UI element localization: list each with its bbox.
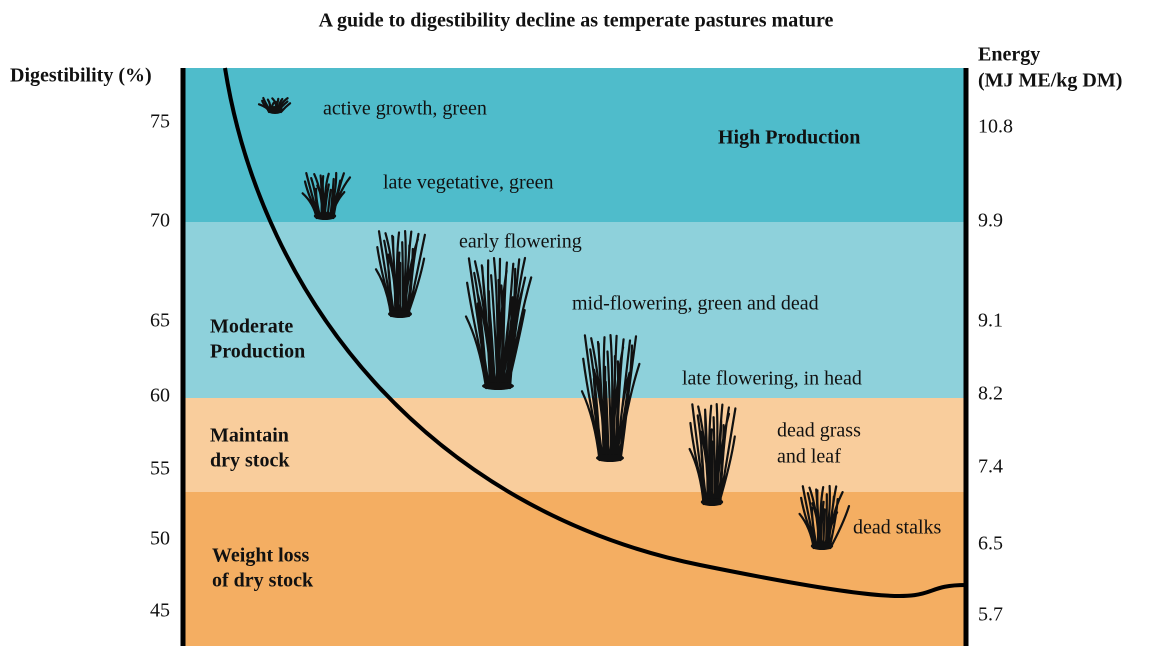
- stage-label: active growth, green: [323, 98, 487, 120]
- left-tick-label: 55: [150, 458, 170, 480]
- right-tick-label: 7.4: [978, 456, 1003, 478]
- right-axis-label: (MJ ME/kg DM): [978, 70, 1122, 92]
- grass-base: [700, 498, 724, 506]
- stage-label: late flowering, in head: [682, 368, 862, 390]
- left-tick-label: 45: [150, 600, 170, 622]
- zone-label: High Production: [718, 127, 860, 149]
- zone-label: Maintain: [210, 425, 289, 447]
- stage-label: dead grass: [777, 420, 861, 442]
- stage-label: early flowering: [459, 231, 582, 253]
- right-tick-label: 6.5: [978, 533, 1003, 555]
- zone-moderate: [183, 222, 966, 398]
- stage-label: late vegetative, green: [383, 172, 553, 194]
- stage-label: mid-flowering, green and dead: [572, 293, 819, 315]
- stage-label: and leaf: [777, 446, 841, 468]
- grass-base: [810, 542, 834, 550]
- zone-label: dry stock: [210, 450, 290, 472]
- zone-label: Production: [210, 341, 305, 363]
- left-tick-label: 50: [150, 528, 170, 550]
- right-tick-label: 9.9: [978, 210, 1003, 232]
- grass-icons: [257, 96, 851, 550]
- grass-tuft: [580, 334, 641, 462]
- grass-tuft: [374, 230, 426, 318]
- zone-label: Moderate: [210, 316, 293, 338]
- grass-tuft: [464, 256, 533, 390]
- grass-base: [267, 106, 283, 114]
- left-tick-label: 75: [150, 111, 170, 133]
- right-tick-label: 5.7: [978, 604, 1003, 626]
- left-axis-label: Digestibility (%): [10, 65, 152, 87]
- left-tick-label: 65: [150, 310, 170, 332]
- left-tick-label: 70: [150, 210, 170, 232]
- left-tick-label: 60: [150, 385, 170, 407]
- zone-label: Weight loss: [212, 545, 309, 567]
- grass-tuft: [798, 484, 851, 550]
- stage-label: dead stalks: [853, 517, 942, 539]
- zone-maintain: [183, 398, 966, 492]
- grass-base: [596, 454, 624, 462]
- labels: 75 70 65 60 55 50 45 10.8 9.9 9.1 8.2 7.4 6.5 5.7 High…: [150, 98, 1013, 626]
- grass-base: [388, 310, 412, 318]
- right-tick-label: 10.8: [978, 116, 1013, 138]
- grass-tuft: [688, 403, 737, 506]
- decline-curve: [223, 67, 967, 598]
- right-axis-label: Energy: [978, 44, 1040, 66]
- grass-base: [482, 382, 514, 390]
- grass-base: [313, 212, 337, 220]
- right-tick-label: 9.1: [978, 310, 1003, 332]
- title: A guide to digestibility decline as temp…: [319, 10, 834, 32]
- zone-label: of dry stock: [212, 570, 314, 592]
- right-tick-label: 8.2: [978, 383, 1003, 405]
- grass-tuft: [301, 171, 352, 220]
